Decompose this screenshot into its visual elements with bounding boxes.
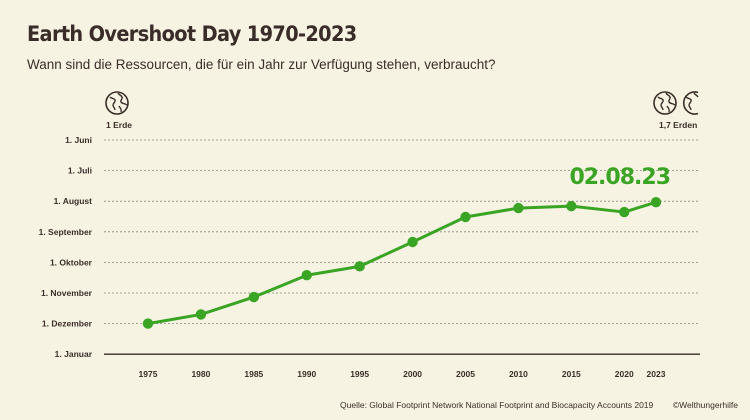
globe-icon: [105, 91, 129, 115]
annotation-label: 02.08.23: [569, 165, 670, 190]
data-point: [142, 318, 154, 329]
x-tick-label: 1975: [139, 369, 158, 379]
y-tick-label: 1. September: [39, 227, 93, 237]
data-point: [195, 309, 207, 320]
data-point: [301, 270, 312, 281]
x-tick-label: 2015: [562, 369, 581, 379]
right-earth-label: 1,7 Erden: [659, 120, 698, 130]
x-tick-label: 2005: [456, 369, 475, 379]
x-tick-label: 1985: [244, 369, 263, 379]
x-tick-label: 2010: [509, 369, 528, 379]
data-point: [619, 206, 630, 218]
left-earth-label: 1 Erde: [106, 120, 132, 130]
data-point: [650, 196, 662, 208]
y-tick-label: 1. November: [41, 288, 93, 298]
x-tick-label: 1990: [297, 369, 316, 379]
globe-icon: [653, 91, 677, 115]
data-point: [460, 211, 471, 223]
y-tick-label: 1. Juni: [65, 135, 92, 145]
copyright-note: ©Welthungerhilfe: [672, 400, 738, 410]
y-tick-label: 1. August: [54, 196, 93, 206]
partial-globe-icon: [683, 91, 699, 115]
y-tick-label: 1. Oktober: [50, 257, 93, 267]
y-tick-label: 1. Juli: [68, 166, 92, 176]
x-tick-label: 1995: [350, 369, 369, 379]
page-subtitle: Wann sind die Ressourcen, die für ein Ja…: [27, 57, 496, 72]
y-tick-label: 1. Januar: [55, 349, 93, 359]
x-tick-label: 2023: [647, 369, 666, 379]
page-title: Earth Overshoot Day 1970-2023: [27, 22, 357, 46]
data-point: [513, 202, 524, 214]
x-tick-label: 2020: [615, 369, 634, 379]
x-tick-label: 1980: [191, 369, 210, 379]
data-point: [354, 261, 365, 272]
data-point: [407, 236, 418, 248]
source-note: Quelle: Global Footprint Network Nationa…: [340, 400, 654, 410]
series-line: [147, 200, 657, 326]
data-point: [248, 291, 260, 303]
y-tick-label: 1. Dezember: [42, 319, 93, 329]
data-point: [566, 200, 577, 212]
x-tick-label: 2000: [403, 369, 422, 379]
